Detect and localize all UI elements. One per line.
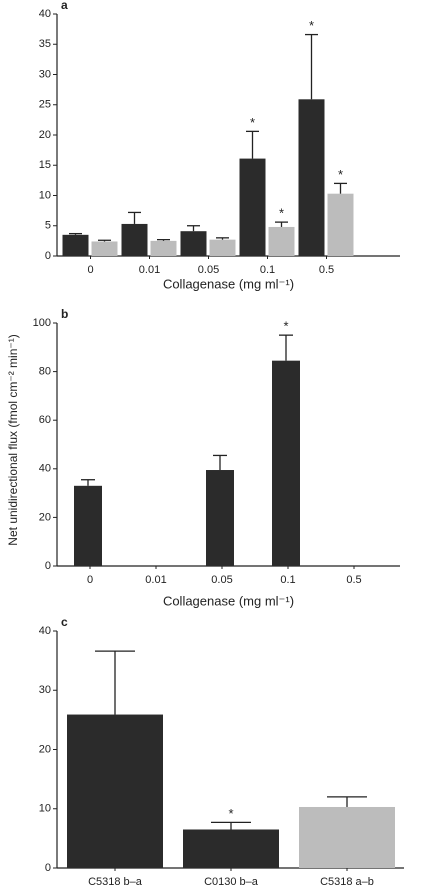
bar: [121, 223, 148, 256]
bar: [180, 231, 207, 256]
bar: [268, 226, 295, 256]
bar: [298, 99, 325, 257]
x-tick-label: 0.5: [319, 264, 334, 276]
y-tick-label: 0: [45, 250, 51, 262]
x-tick-label: 0.5: [346, 574, 361, 586]
x-tick-label: 0.05: [211, 574, 232, 586]
bar: [183, 829, 279, 868]
bar: [62, 234, 89, 256]
bar: [299, 806, 395, 868]
y-tick-label: 10: [39, 803, 51, 815]
y-tick-label: 40: [39, 625, 51, 637]
significance-mark: *: [309, 18, 314, 33]
x-tick-label: C5318 b–a: [88, 876, 143, 888]
significance-mark: *: [250, 115, 255, 130]
bar: [209, 239, 236, 256]
y-tick-label: 10: [39, 189, 51, 201]
y-tick-label: 100: [33, 317, 51, 329]
panel-label: c: [61, 615, 68, 629]
y-tick-label: 0: [45, 862, 51, 874]
significance-mark: *: [338, 167, 343, 182]
x-tick-label: C5318 a–b: [320, 876, 374, 888]
x-tick-label: 0: [87, 264, 93, 276]
x-tick-label: 0.01: [139, 264, 160, 276]
bar: [206, 470, 234, 566]
significance-mark: *: [228, 806, 233, 821]
bar: [327, 193, 354, 256]
x-tick-label: 0.01: [145, 574, 166, 586]
x-tick-label: 0.05: [198, 264, 219, 276]
y-tick-label: 25: [39, 99, 51, 111]
y-tick-label: 15: [39, 159, 51, 171]
panel-label: b: [61, 307, 68, 321]
y-tick-label: 5: [45, 220, 51, 232]
bar: [91, 241, 118, 256]
y-tick-label: 60: [39, 414, 51, 426]
bar: [272, 360, 300, 566]
y-tick-label: 0: [45, 560, 51, 572]
y-tick-label: 30: [39, 684, 51, 696]
y-tick-label: 30: [39, 68, 51, 80]
x-axis-label: Collagenase (mg ml⁻¹): [163, 593, 294, 608]
y-tick-label: 20: [39, 743, 51, 755]
bar: [67, 714, 163, 868]
x-tick-label: 0.1: [260, 264, 275, 276]
bar: [74, 485, 102, 566]
x-axis-label: Collagenase (mg ml⁻¹): [163, 276, 294, 291]
y-tick-label: 35: [39, 38, 51, 50]
y-tick-label: 80: [39, 366, 51, 378]
significance-mark: *: [283, 319, 288, 334]
y-tick-label: 20: [39, 511, 51, 523]
bar: [239, 158, 266, 256]
panel-label: a: [61, 0, 68, 12]
y-tick-label: 40: [39, 463, 51, 475]
y-axis-label: Net unidirectional flux (fmol cm⁻² min⁻¹…: [6, 334, 20, 545]
x-tick-label: 0: [87, 574, 93, 586]
significance-mark: *: [279, 206, 284, 221]
bar: [150, 240, 177, 256]
x-tick-label: C0130 b–a: [204, 876, 259, 888]
y-tick-label: 40: [39, 8, 51, 20]
y-tick-label: 20: [39, 129, 51, 141]
x-tick-label: 0.1: [280, 574, 295, 586]
